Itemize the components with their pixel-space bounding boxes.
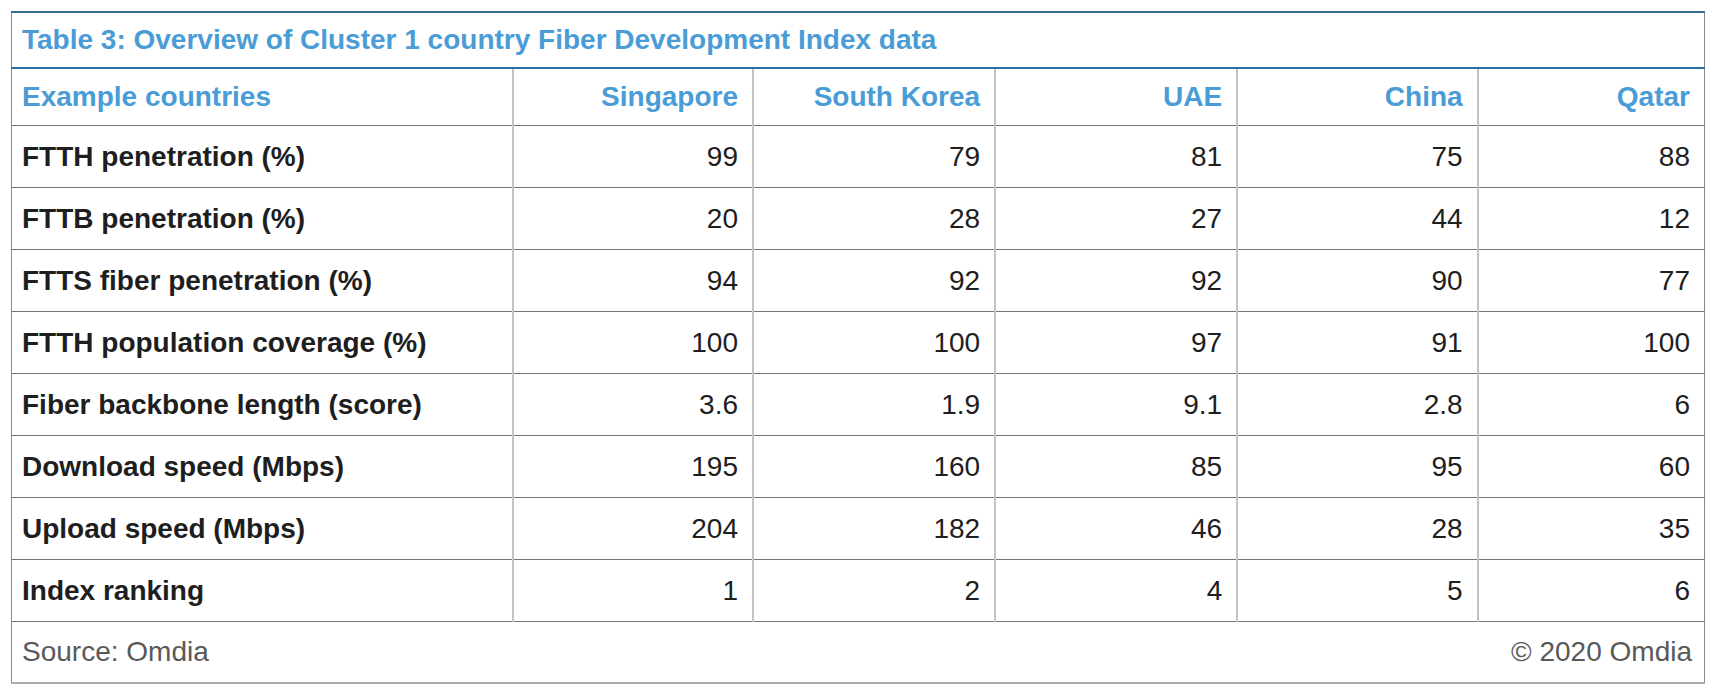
row-label: Download speed (Mbps) [12, 436, 513, 498]
cell-value: 35 [1478, 498, 1705, 560]
row-label: FTTH population coverage (%) [12, 312, 513, 374]
cell-value: 12 [1478, 188, 1705, 250]
row-label: Upload speed (Mbps) [12, 498, 513, 560]
cell-value: 2 [753, 560, 995, 622]
cell-value: 6 [1478, 560, 1705, 622]
table-row: Download speed (Mbps)195160859560 [12, 436, 1705, 498]
column-header-example-countries: Example countries [12, 68, 513, 126]
cell-value: 1 [513, 560, 753, 622]
cell-value: 95 [1237, 436, 1477, 498]
title-row: Table 3: Overview of Cluster 1 country F… [12, 12, 1705, 68]
cell-value: 28 [1237, 498, 1477, 560]
cell-value: 44 [1237, 188, 1477, 250]
cell-value: 92 [995, 250, 1237, 312]
cell-value: 9.1 [995, 374, 1237, 436]
cell-value: 204 [513, 498, 753, 560]
table-row: Index ranking12456 [12, 560, 1705, 622]
cell-value: 6 [1478, 374, 1705, 436]
table-title: Table 3: Overview of Cluster 1 country F… [12, 12, 1705, 68]
cell-value: 92 [753, 250, 995, 312]
source-label: Source: Omdia [22, 636, 209, 668]
cell-value: 85 [995, 436, 1237, 498]
footer-content: Source: Omdia © 2020 Omdia [12, 636, 1704, 668]
row-label: FTTB penetration (%) [12, 188, 513, 250]
cell-value: 100 [753, 312, 995, 374]
cell-value: 4 [995, 560, 1237, 622]
column-header-uae: UAE [995, 68, 1237, 126]
cell-value: 100 [513, 312, 753, 374]
table-row: FTTH population coverage (%)100100979110… [12, 312, 1705, 374]
cell-value: 94 [513, 250, 753, 312]
cell-value: 60 [1478, 436, 1705, 498]
cell-value: 88 [1478, 126, 1705, 188]
cell-value: 27 [995, 188, 1237, 250]
cell-value: 182 [753, 498, 995, 560]
cell-value: 195 [513, 436, 753, 498]
column-header-china: China [1237, 68, 1477, 126]
fiber-development-index-table: Table 3: Overview of Cluster 1 country F… [11, 11, 1705, 684]
cell-value: 20 [513, 188, 753, 250]
column-header-singapore: Singapore [513, 68, 753, 126]
row-label: Index ranking [12, 560, 513, 622]
cell-value: 1.9 [753, 374, 995, 436]
table-row: FTTB penetration (%)2028274412 [12, 188, 1705, 250]
table-row: Fiber backbone length (score)3.61.99.12.… [12, 374, 1705, 436]
cell-value: 90 [1237, 250, 1477, 312]
footer-row: Source: Omdia © 2020 Omdia [12, 622, 1705, 684]
cell-value: 160 [753, 436, 995, 498]
cell-value: 46 [995, 498, 1237, 560]
row-label: Fiber backbone length (score) [12, 374, 513, 436]
cell-value: 81 [995, 126, 1237, 188]
page: Table 3: Overview of Cluster 1 country F… [0, 0, 1716, 689]
table-row: Upload speed (Mbps)204182462835 [12, 498, 1705, 560]
cell-value: 75 [1237, 126, 1477, 188]
cell-value: 5 [1237, 560, 1477, 622]
copyright-label: © 2020 Omdia [1511, 636, 1692, 668]
table-body: FTTH penetration (%)9979817588FTTB penet… [12, 126, 1705, 622]
footer-cell: Source: Omdia © 2020 Omdia [12, 622, 1705, 684]
cell-value: 97 [995, 312, 1237, 374]
header-row: Example countries SingaporeSouth KoreaUA… [12, 68, 1705, 126]
cell-value: 91 [1237, 312, 1477, 374]
table-row: FTTH penetration (%)9979817588 [12, 126, 1705, 188]
column-header-qatar: Qatar [1478, 68, 1705, 126]
table-row: FTTS fiber penetration (%)9492929077 [12, 250, 1705, 312]
cell-value: 3.6 [513, 374, 753, 436]
row-label: FTTH penetration (%) [12, 126, 513, 188]
cell-value: 2.8 [1237, 374, 1477, 436]
row-label: FTTS fiber penetration (%) [12, 250, 513, 312]
cell-value: 79 [753, 126, 995, 188]
column-header-south-korea: South Korea [753, 68, 995, 126]
cell-value: 28 [753, 188, 995, 250]
cell-value: 99 [513, 126, 753, 188]
cell-value: 77 [1478, 250, 1705, 312]
cell-value: 100 [1478, 312, 1705, 374]
